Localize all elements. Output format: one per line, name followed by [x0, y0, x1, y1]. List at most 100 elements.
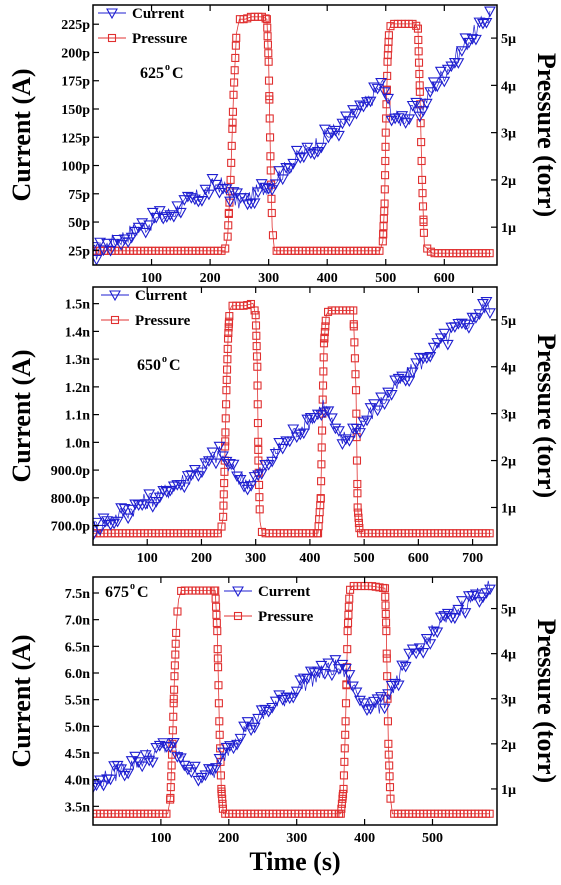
- current-marker: [434, 333, 447, 345]
- y-left-tick-label: 1.3n: [65, 353, 91, 368]
- x-tick-label: 300: [245, 551, 266, 566]
- pressure-marker: [264, 49, 273, 58]
- pressure-marker: [379, 222, 388, 231]
- pressure-marker: [218, 799, 227, 808]
- x-tick-label: 100: [150, 831, 171, 846]
- current-marker: [167, 211, 180, 223]
- pressure-marker: [223, 334, 233, 343]
- current-marker: [181, 764, 194, 776]
- temperature-unit: C: [137, 584, 149, 601]
- current-marker: [417, 106, 430, 117]
- y-left-tick-label: 1.1n: [65, 409, 91, 424]
- current-marker: [283, 436, 296, 448]
- pressure-marker: [318, 426, 327, 435]
- current-marker: [378, 399, 391, 410]
- pressure-marker: [227, 141, 236, 150]
- current-marker: [136, 500, 149, 512]
- pressure-marker: [264, 76, 274, 85]
- pressure-marker: [384, 750, 393, 759]
- current-marker: [297, 152, 310, 164]
- pressure-marker: [382, 627, 391, 636]
- pressure-marker: [379, 229, 388, 238]
- current-marker: [146, 757, 159, 769]
- current-marker: [188, 761, 201, 773]
- x-tick-label: 600: [434, 271, 455, 286]
- pressure-marker: [218, 804, 228, 813]
- pressure-marker: [316, 494, 325, 503]
- current-marker: [245, 481, 258, 492]
- pressure-marker: [320, 327, 329, 337]
- pressure-marker: [211, 594, 220, 603]
- pressure-marker: [169, 699, 178, 708]
- pressure-marker: [338, 794, 347, 803]
- y-right-tick-label: 4µ: [501, 79, 516, 94]
- current-marker: [115, 240, 128, 251]
- current-marker: [466, 590, 479, 602]
- pressure-marker: [250, 306, 259, 315]
- current-marker: [473, 17, 486, 29]
- y-left-tick-label: 100p: [61, 160, 90, 175]
- current-marker: [354, 695, 366, 707]
- current-marker: [406, 367, 419, 379]
- pressure-marker: [317, 460, 326, 469]
- legend: Current Pressure: [101, 288, 191, 329]
- current-marker: [174, 207, 187, 219]
- current-marker: [473, 309, 486, 320]
- x-tick-label: 500: [422, 831, 443, 846]
- pressure-marker: [414, 47, 423, 56]
- x-axis-label: Time (s): [249, 847, 340, 876]
- current-marker: [318, 669, 331, 680]
- x-tick-label: 700: [462, 551, 483, 566]
- current-marker: [438, 328, 451, 340]
- pressure-marker: [343, 645, 352, 654]
- y-left-tick-label: 175p: [61, 75, 90, 90]
- current-marker: [431, 81, 444, 93]
- pressure-marker: [226, 175, 235, 184]
- current-marker: [160, 487, 173, 498]
- pressure-marker: [231, 53, 240, 62]
- legend-pressure-label: Pressure: [135, 313, 191, 329]
- y-right-tick-label: 5µ: [501, 603, 516, 618]
- current-marker: [125, 756, 138, 767]
- current-marker: [375, 692, 388, 703]
- current-marker: [424, 352, 437, 363]
- current-marker: [248, 198, 261, 210]
- pressure-marker: [254, 437, 263, 446]
- pressure-marker: [170, 672, 179, 681]
- current-marker: [375, 77, 388, 89]
- current-marker: [294, 153, 307, 164]
- current-marker: [231, 471, 243, 483]
- pressure-marker: [419, 215, 428, 224]
- current-marker: [301, 673, 314, 685]
- pressure-marker: [224, 221, 233, 230]
- pressure-marker: [213, 627, 222, 636]
- current-marker: [210, 763, 222, 774]
- current-marker: [259, 704, 272, 716]
- y-right-tick-label: 2µ: [501, 174, 516, 189]
- current-marker: [473, 597, 486, 608]
- pressure-marker: [224, 209, 233, 218]
- current-marker: [343, 116, 356, 127]
- current-marker: [136, 218, 149, 229]
- pressure-marker: [385, 761, 394, 770]
- pressure-marker: [225, 312, 234, 321]
- pressure-marker: [352, 409, 361, 418]
- current-marker: [210, 458, 222, 470]
- pressure-marker: [215, 717, 224, 726]
- pressure-marker: [350, 338, 359, 347]
- current-marker: [350, 108, 363, 120]
- pressure-marker: [317, 443, 326, 452]
- current-marker: [129, 751, 142, 763]
- pressure-marker: [349, 322, 358, 331]
- plot-frame: [92, 286, 498, 546]
- pressure-marker: [378, 237, 387, 246]
- pressure-marker: [168, 726, 177, 735]
- current-marker: [174, 753, 187, 765]
- pressure-marker: [212, 618, 221, 628]
- current-marker: [171, 201, 184, 213]
- y-left-tick-label: 900.0p: [51, 464, 91, 479]
- pressure-marker: [212, 610, 221, 619]
- legend: Current Pressure: [224, 584, 314, 625]
- current-marker: [269, 448, 282, 460]
- current-marker: [188, 464, 201, 476]
